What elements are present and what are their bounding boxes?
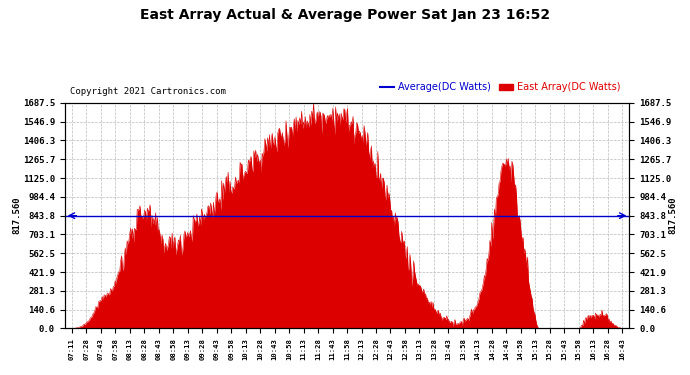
Text: East Array Actual & Average Power Sat Jan 23 16:52: East Array Actual & Average Power Sat Ja… <box>140 8 550 21</box>
Text: Copyright 2021 Cartronics.com: Copyright 2021 Cartronics.com <box>70 87 226 96</box>
Text: 817.560: 817.560 <box>669 197 678 234</box>
Legend: Average(DC Watts), East Array(DC Watts): Average(DC Watts), East Array(DC Watts) <box>375 78 624 96</box>
Text: 817.560: 817.560 <box>12 197 21 234</box>
